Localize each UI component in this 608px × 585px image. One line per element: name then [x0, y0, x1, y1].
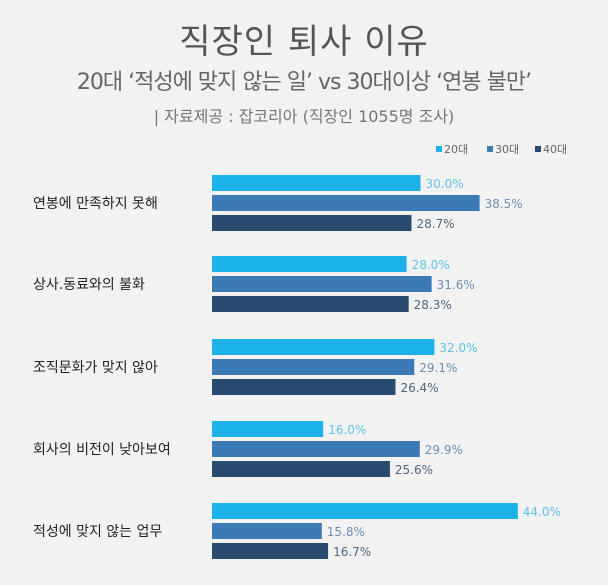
data-label: 28.0% — [412, 258, 450, 272]
bar — [212, 421, 324, 437]
legend-label: 20대 — [444, 143, 468, 156]
data-label: 25.6% — [395, 463, 433, 477]
category-label: 회사의 비전이 낮아보여 — [33, 442, 171, 458]
bar — [212, 461, 390, 477]
category-label: 연봉에 만족하지 못해 — [33, 196, 158, 212]
data-label: 16.0% — [328, 423, 366, 437]
category-label: 조직문화가 맞지 않아 — [33, 360, 158, 376]
legend-label: 40대 — [543, 143, 567, 156]
bar — [212, 543, 329, 559]
data-label: 29.1% — [419, 361, 457, 375]
bar — [212, 215, 412, 231]
category-label: 적성에 맞지 않는 업무 — [33, 524, 162, 540]
legend-swatch — [487, 146, 493, 152]
data-label: 44.0% — [523, 505, 561, 519]
data-label: 38.5% — [485, 197, 523, 211]
bar — [212, 339, 435, 355]
data-label: 26.4% — [400, 381, 438, 395]
bar — [212, 256, 407, 272]
data-label: 32.0% — [439, 341, 477, 355]
bar — [212, 276, 432, 292]
data-label: 31.6% — [437, 278, 475, 292]
bar — [212, 175, 421, 191]
bar — [212, 503, 518, 519]
legend-swatch — [535, 146, 541, 152]
bar — [212, 296, 409, 312]
data-label: 28.3% — [414, 298, 452, 312]
bar — [212, 359, 415, 375]
chart-subtitle: 20대 ‘적성에 맞지 않는 일’ vs 30대이상 ‘연봉 불만’ — [76, 70, 532, 95]
chart-source: | 자료제공 : 잡코리아 (직장인 1055명 조사) — [153, 107, 455, 126]
legend-swatch — [436, 146, 442, 152]
legend-label: 30대 — [495, 143, 519, 156]
bar — [212, 379, 396, 395]
data-label: 16.7% — [333, 545, 371, 559]
data-label: 29.9% — [425, 443, 463, 457]
data-label: 30.0% — [426, 177, 464, 191]
category-label: 상사.동료와의 불화 — [33, 277, 145, 293]
data-label: 28.7% — [416, 217, 454, 231]
bar — [212, 523, 322, 539]
bar — [212, 441, 420, 457]
chart-title: 직장인 퇴사 이유 — [179, 22, 429, 62]
bar — [212, 195, 480, 211]
data-label: 15.8% — [327, 525, 365, 539]
